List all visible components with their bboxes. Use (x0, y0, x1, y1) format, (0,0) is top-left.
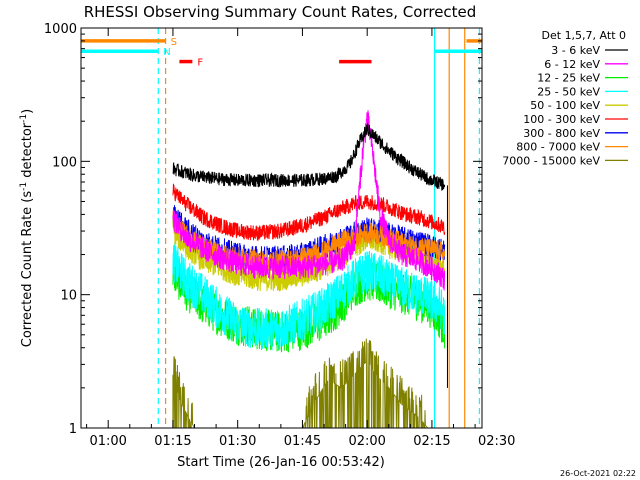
y-tick-label-2: 100 (52, 155, 77, 170)
timestamp: 26-Oct-2021 02:22 (560, 469, 636, 478)
y-axis-label-start: Corrected Count Rate (s (20, 191, 35, 348)
x-tick-label-0: 01:00 (89, 434, 126, 449)
legend-title: Det 1,5,7, Att 0 (542, 29, 626, 42)
y-tick-label-0: 1 (69, 422, 77, 437)
series-line-100-300-kev (172, 183, 446, 242)
y-tick-label-3: 1000 (44, 22, 77, 37)
y-axis-label: Corrected Count Rate (s-1 detector-1) (19, 109, 35, 347)
x-tick-label-1: 01:15 (154, 434, 191, 449)
legend-label-6-12-kev: 6 - 12 keV (544, 58, 600, 71)
x-tick-label-6: 02:30 (478, 434, 515, 449)
x-tick-label-5: 02:15 (413, 434, 450, 449)
x-tick-label-4: 02:00 (348, 434, 385, 449)
y-tick-label-1: 10 (60, 289, 77, 304)
y-axis-label-end: ) (20, 109, 35, 114)
x-tick-label-2: 01:30 (219, 434, 256, 449)
plot-frame (80, 27, 483, 429)
legend-label-50-100-kev: 50 - 100 keV (530, 99, 600, 112)
legend-label-12-25-kev: 12 - 25 keV (537, 72, 600, 85)
axes: 01:00 01:15 01:30 01:45 02:00 02:15 02:30 1 10 10… (44, 22, 516, 449)
series-line-25-50-kev (172, 242, 446, 351)
flag-letter-n: N (163, 47, 170, 58)
series-line-6-12-kev (172, 110, 446, 291)
legend-label-3-6-kev: 3 - 6 keV (551, 44, 600, 57)
x-axis-label: Start Time (26-Jan-16 00:53:42) (177, 455, 385, 470)
legend-label-300-800-kev: 300 - 800 keV (523, 127, 600, 140)
series-line-3-6-kev (172, 122, 446, 191)
y-axis-label-exp1: -1 (19, 182, 29, 191)
y-axis-label-mid: detector (20, 122, 35, 182)
series-line-7000-15000-kev (172, 338, 445, 429)
flag-letter-f: F (197, 58, 203, 69)
legend-label-800-7000-kev: 800 - 7000 keV (516, 141, 600, 154)
chart-title: RHESSI Observing Summary Count Rates, Co… (84, 3, 477, 21)
plot-marks: SN F (81, 28, 482, 429)
x-tick-label-3: 01:45 (284, 434, 321, 449)
legend-label-100-300-kev: 100 - 300 keV (523, 113, 600, 126)
y-axis-label-exp2: -1 (19, 114, 29, 123)
legend-label-25-50-kev: 25 - 50 keV (537, 85, 600, 98)
legend-label-7000-15000-kev: 7000 - 15000 keV (502, 154, 600, 167)
flag-letter-s: S (171, 37, 177, 48)
